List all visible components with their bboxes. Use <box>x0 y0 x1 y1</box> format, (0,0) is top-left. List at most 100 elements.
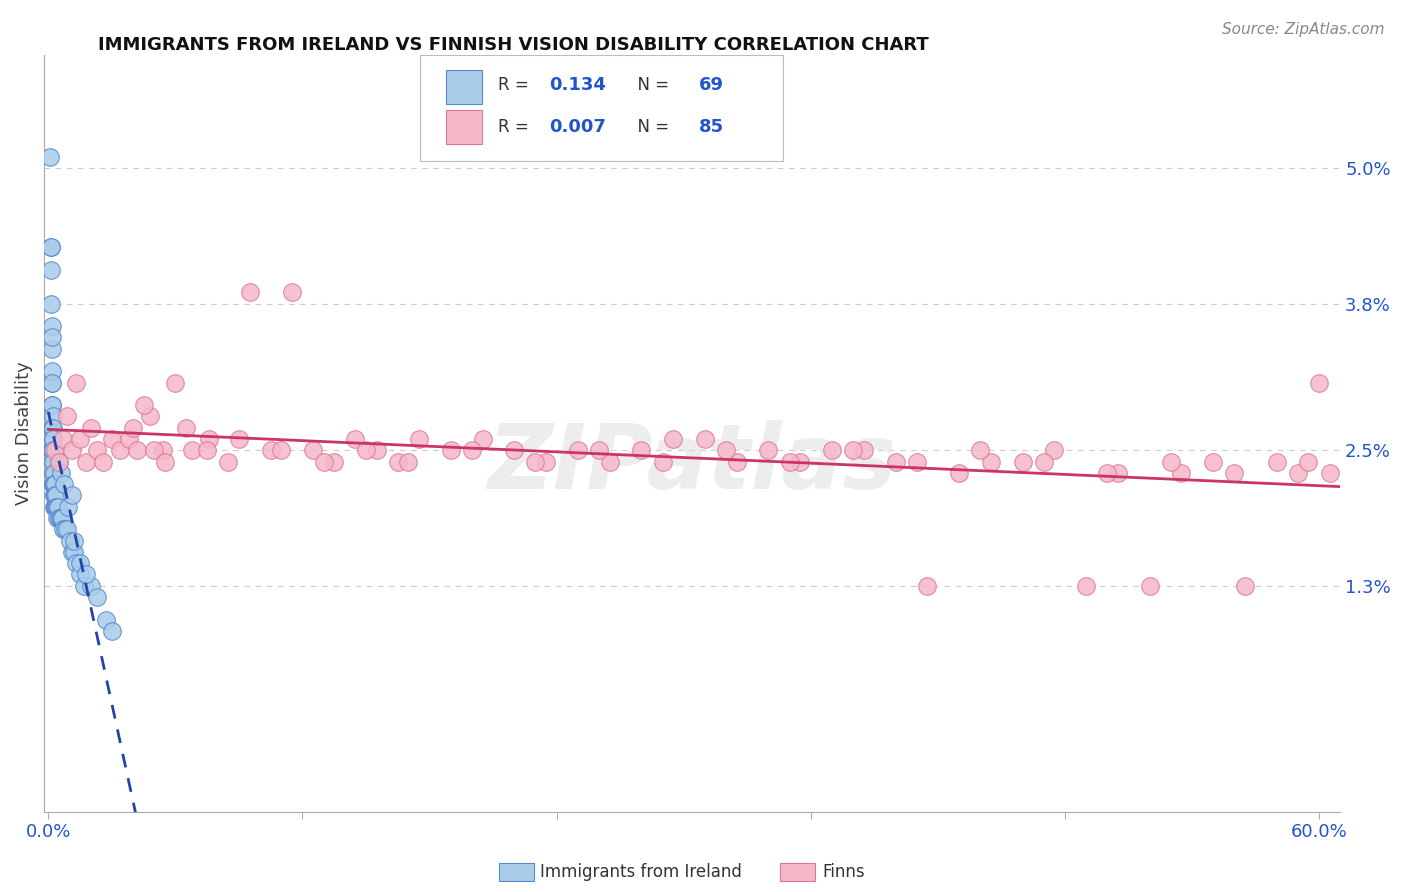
Point <box>1043 443 1066 458</box>
Point <box>48 454 70 468</box>
Point <box>41 342 63 356</box>
Point <box>69 432 91 446</box>
Point <box>46 511 69 525</box>
Point <box>45 488 67 502</box>
Point <box>1233 579 1256 593</box>
Point <box>217 454 239 468</box>
Point <box>852 443 875 458</box>
Point <box>118 432 141 446</box>
Text: 0.134: 0.134 <box>550 77 606 95</box>
Point <box>1308 376 1330 390</box>
Text: R =: R = <box>498 77 534 95</box>
Point <box>42 443 65 458</box>
Text: Immigrants from Ireland: Immigrants from Ireland <box>540 863 742 881</box>
Point <box>1160 454 1182 468</box>
Point <box>48 454 70 468</box>
Point <box>821 443 844 458</box>
Point <box>45 500 67 514</box>
Point <box>1202 454 1225 468</box>
Point <box>73 579 96 593</box>
Point <box>65 376 87 390</box>
Point <box>52 522 75 536</box>
Point <box>41 432 63 446</box>
Point <box>49 511 72 525</box>
Point <box>94 613 117 627</box>
Point <box>524 454 547 468</box>
Point <box>42 432 65 446</box>
Point <box>662 432 685 446</box>
Point <box>60 488 83 502</box>
Point <box>302 443 325 458</box>
Point <box>323 454 346 468</box>
Point <box>42 477 65 491</box>
Point <box>56 522 79 536</box>
Point <box>1298 454 1320 468</box>
Point <box>51 511 73 525</box>
Point <box>132 398 155 412</box>
Point <box>49 466 72 480</box>
Point <box>1107 466 1129 480</box>
Point <box>60 545 83 559</box>
Point <box>440 443 463 458</box>
Point <box>42 454 65 468</box>
Text: IMMIGRANTS FROM IRELAND VS FINNISH VISION DISABILITY CORRELATION CHART: IMMIGRANTS FROM IRELAND VS FINNISH VISIO… <box>98 36 929 54</box>
Point <box>44 500 66 514</box>
Point <box>1223 466 1246 480</box>
Point <box>789 454 811 468</box>
Point <box>651 454 673 468</box>
Point <box>1097 466 1119 480</box>
Point <box>44 488 66 502</box>
Point <box>46 500 69 514</box>
Point <box>86 443 108 458</box>
Y-axis label: Vision Disability: Vision Disability <box>15 361 32 505</box>
Text: Source: ZipAtlas.com: Source: ZipAtlas.com <box>1222 22 1385 37</box>
Point <box>948 466 970 480</box>
Point <box>41 364 63 378</box>
Point <box>76 567 98 582</box>
Point <box>41 409 63 424</box>
Point <box>354 443 377 458</box>
Point <box>53 522 76 536</box>
Point <box>42 454 65 468</box>
Point <box>599 454 621 468</box>
Point <box>884 454 907 468</box>
Point <box>110 443 132 458</box>
Point <box>41 454 63 468</box>
Point <box>534 454 557 468</box>
Point <box>80 420 103 434</box>
Point <box>195 443 218 458</box>
Point <box>101 624 124 638</box>
Point <box>42 466 65 480</box>
Point <box>41 376 63 390</box>
Text: N =: N = <box>627 77 675 95</box>
Point <box>41 443 63 458</box>
Point <box>503 443 526 458</box>
Point <box>408 432 430 446</box>
Point <box>1319 466 1341 480</box>
Point <box>980 454 1002 468</box>
Point <box>58 500 80 514</box>
Point <box>93 454 115 468</box>
Point <box>39 262 62 277</box>
Point <box>42 488 65 502</box>
Point <box>758 443 780 458</box>
Point <box>312 454 335 468</box>
Point <box>48 511 70 525</box>
Point <box>588 443 610 458</box>
Point <box>49 511 72 525</box>
Point <box>41 376 63 390</box>
Point <box>42 443 65 458</box>
Text: ZIPatlas: ZIPatlas <box>488 419 897 508</box>
Point <box>53 477 76 491</box>
Point <box>44 500 66 514</box>
Point <box>41 420 63 434</box>
Point <box>1286 466 1309 480</box>
Point <box>396 454 419 468</box>
Point <box>39 150 62 164</box>
Text: 0.007: 0.007 <box>550 118 606 136</box>
Point <box>1011 454 1033 468</box>
Point <box>1139 579 1161 593</box>
Point <box>387 454 409 468</box>
Point <box>461 443 484 458</box>
Point <box>60 443 83 458</box>
